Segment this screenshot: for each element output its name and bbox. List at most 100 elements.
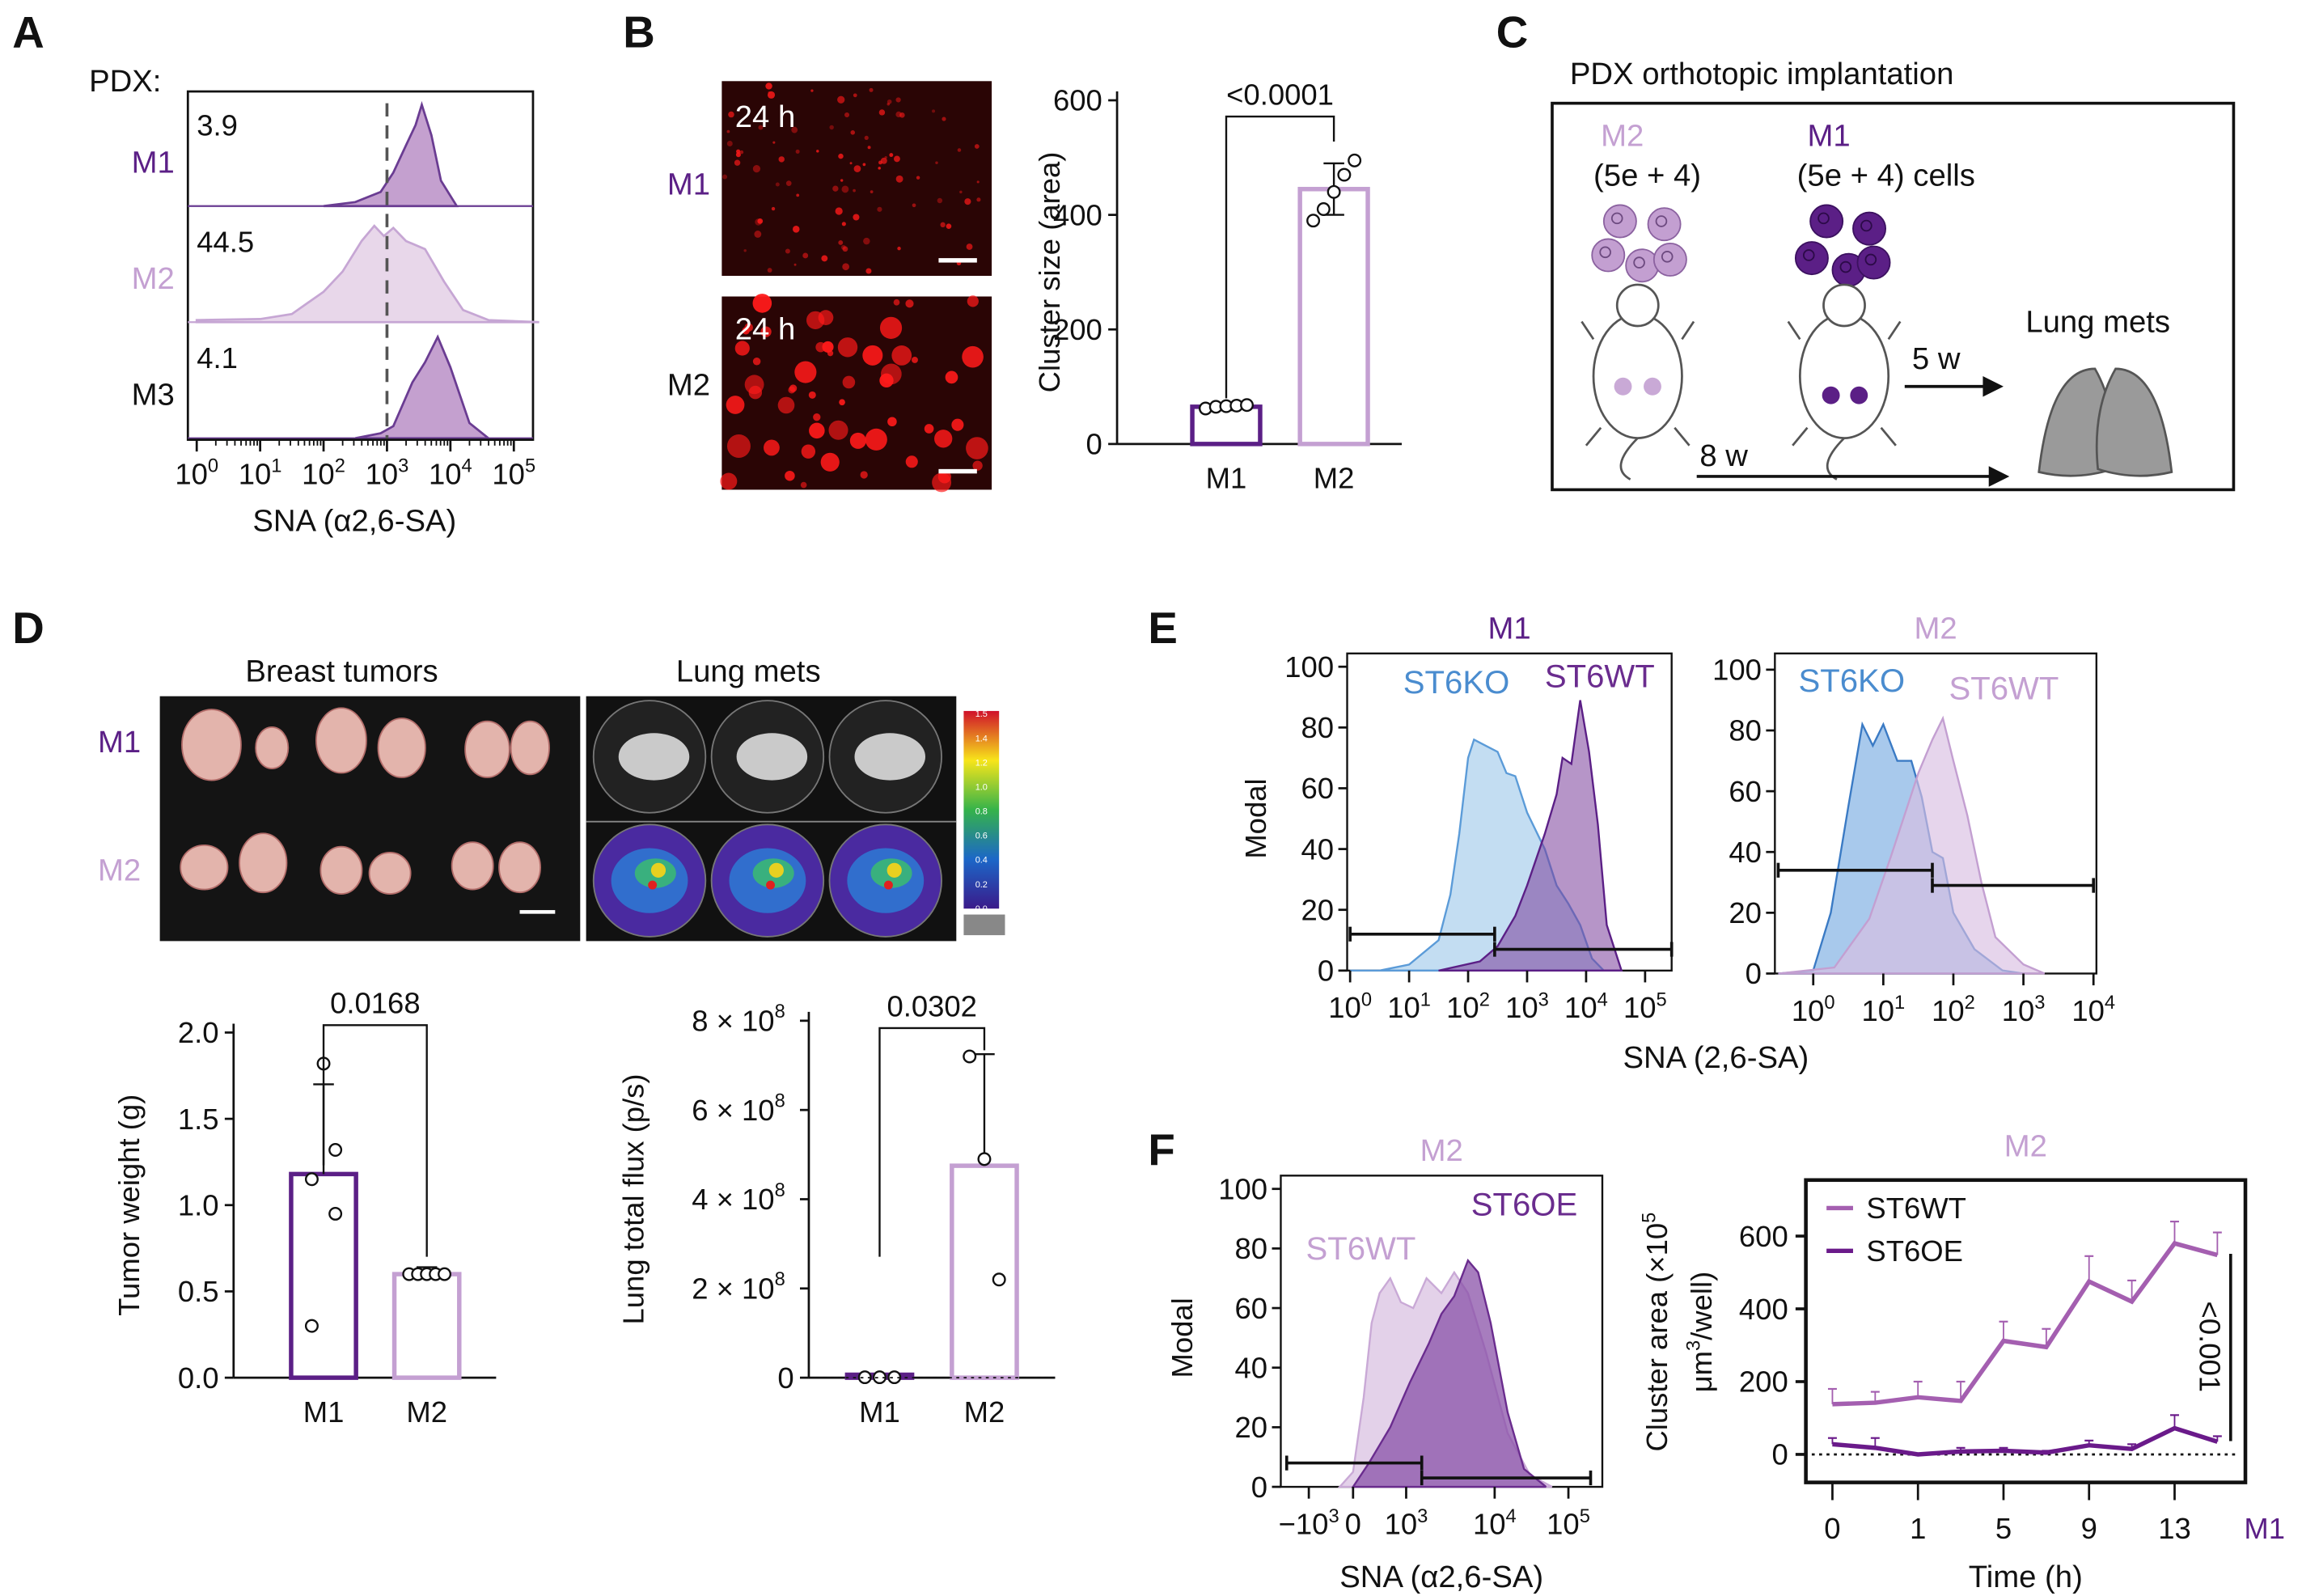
cluster-dot <box>767 268 772 273</box>
cluster-dot <box>962 345 984 368</box>
tumor <box>377 718 426 778</box>
x-tick-label: 102 <box>1932 993 1975 1027</box>
cluster-dot <box>793 263 797 266</box>
arrowhead-icon <box>1983 375 2004 397</box>
cluster-dot <box>924 424 934 434</box>
x-tick-label: M1 <box>859 1395 900 1429</box>
tumor <box>498 841 541 894</box>
panel-letter-b: B <box>623 6 655 57</box>
x-tick-label: M2 <box>406 1395 447 1429</box>
cluster-dot <box>815 341 826 353</box>
cluster-dot <box>867 146 871 150</box>
cluster-dot <box>726 434 751 458</box>
m1-cell-count: (5e + 4) cells <box>1797 159 1975 193</box>
y-tick-label: 80 <box>1729 714 1762 747</box>
data-point <box>438 1267 452 1281</box>
cells-illustration <box>1591 204 1891 287</box>
x-tick-label: 105 <box>1623 990 1667 1025</box>
y-tick-label: 20 <box>1301 893 1335 926</box>
percent-annotation-m1: 3.9 <box>197 109 238 142</box>
cluster-dot <box>966 243 973 250</box>
x-tick-label: 103 <box>2002 993 2046 1027</box>
colorbar-tick-label: 0.0 <box>975 904 988 914</box>
signal-hotspot <box>766 880 776 890</box>
y-tick-label: 4 × 108 <box>692 1180 785 1216</box>
cluster-dot <box>801 444 816 459</box>
panel-letter-f: F <box>1148 1125 1174 1175</box>
histogram-st6oe <box>1351 1258 1547 1488</box>
cluster-dot <box>880 157 887 164</box>
x-tick-label: 13 <box>2158 1512 2191 1545</box>
cell-m2 <box>1591 238 1626 273</box>
cluster-dot <box>800 481 807 489</box>
data-point <box>1337 167 1352 182</box>
x-tick-label: 100 <box>1328 990 1372 1025</box>
significance-bracket <box>878 1027 986 1257</box>
x-tick-label: 0 <box>1824 1512 1840 1545</box>
cell-nucleus <box>1655 215 1668 227</box>
cluster-dot <box>840 179 844 182</box>
colorbar <box>963 710 1000 909</box>
m2-group-label: M2 <box>1601 119 1644 154</box>
tumor <box>239 832 288 894</box>
cluster-dot <box>810 89 814 92</box>
panel-d: Breast tumors Lung mets M1 M2 1.5 1.4 1.2 1… <box>98 654 1005 942</box>
cluster-dot <box>806 311 825 330</box>
y-tick-label: 0 <box>1086 428 1102 461</box>
series-label-st6wt: ST6WT <box>1949 671 2059 706</box>
x-tick-label: 0 <box>1345 1507 1361 1540</box>
row-label-m2: M2 <box>667 368 710 403</box>
cluster-dot <box>849 162 853 165</box>
cluster-dot <box>744 375 764 395</box>
cluster-dot <box>895 97 901 103</box>
y-tick-label: 40 <box>1234 1351 1267 1384</box>
scale-bar-m1 <box>938 258 977 263</box>
y-axis-label: Cluster area (×105 <box>1640 1213 1674 1452</box>
chart-title: M1 <box>1488 612 1531 646</box>
p-value: <0.001 <box>2193 1302 2226 1393</box>
cluster-dot <box>785 248 790 254</box>
series-line-st6oe <box>1832 1425 2219 1457</box>
cluster-dot <box>840 244 846 250</box>
cluster-dot <box>837 337 858 358</box>
y-tick-label: 60 <box>1234 1292 1267 1325</box>
cluster-dot <box>722 174 728 180</box>
cluster-dot <box>739 150 744 155</box>
data-point <box>977 1152 992 1166</box>
lung-tissue <box>854 733 926 781</box>
data-point <box>1327 184 1341 199</box>
cluster-dot <box>894 155 900 163</box>
cluster-dot <box>853 214 860 221</box>
tumor <box>319 845 363 895</box>
y-tick-label: 2 × 108 <box>692 1269 785 1305</box>
y-tick-label: 600 <box>1053 84 1102 117</box>
cluster-dot <box>828 420 848 440</box>
cell-nucleus <box>1661 250 1674 263</box>
y-tick-label: 0 <box>1318 955 1334 988</box>
x-tick-label: M2 <box>1314 462 1355 495</box>
cluster-dot <box>905 299 914 308</box>
x-tick-label: 101 <box>239 456 282 491</box>
row-label-m1: M1 <box>98 725 141 760</box>
data-point <box>304 1319 319 1333</box>
x-tick-label: 103 <box>366 456 409 491</box>
cluster-dot <box>860 471 868 479</box>
cluster-dot <box>850 130 856 135</box>
cluster-dot <box>878 167 881 170</box>
y-tick-label: 0 <box>1771 1438 1788 1471</box>
cluster-dot <box>767 91 776 99</box>
x-tick-label: 104 <box>2071 993 2115 1027</box>
y-tick-label: 100 <box>1218 1172 1267 1205</box>
legend-label-st6wt: ST6WT <box>1866 1192 1966 1225</box>
cluster-dot <box>891 345 912 366</box>
cluster-dot <box>895 175 903 183</box>
x-tick-label: 100 <box>1792 993 1835 1027</box>
microscopy-image-m1 <box>721 81 992 276</box>
cluster-dot <box>877 206 882 212</box>
y-tick-label: 0 <box>1251 1471 1267 1504</box>
cluster-dot <box>864 135 869 140</box>
data-point <box>1240 398 1255 413</box>
cluster-dot <box>863 237 870 245</box>
p-value: 0.0302 <box>887 989 977 1022</box>
percent-annotation-m3: 4.1 <box>197 341 238 375</box>
